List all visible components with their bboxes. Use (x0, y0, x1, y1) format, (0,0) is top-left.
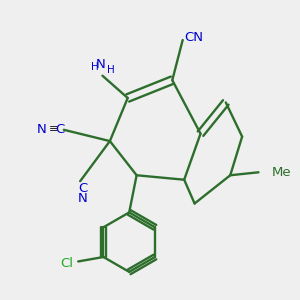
Text: N: N (78, 192, 87, 205)
Text: H: H (107, 65, 115, 75)
Text: N: N (96, 58, 106, 71)
Text: H: H (91, 62, 99, 72)
Text: C: C (55, 123, 64, 136)
Text: CN: CN (184, 31, 203, 44)
Text: Cl: Cl (60, 257, 73, 270)
Text: C: C (78, 182, 87, 195)
Text: ≡: ≡ (48, 124, 58, 134)
Text: N: N (37, 123, 46, 136)
Text: Me: Me (272, 166, 292, 179)
